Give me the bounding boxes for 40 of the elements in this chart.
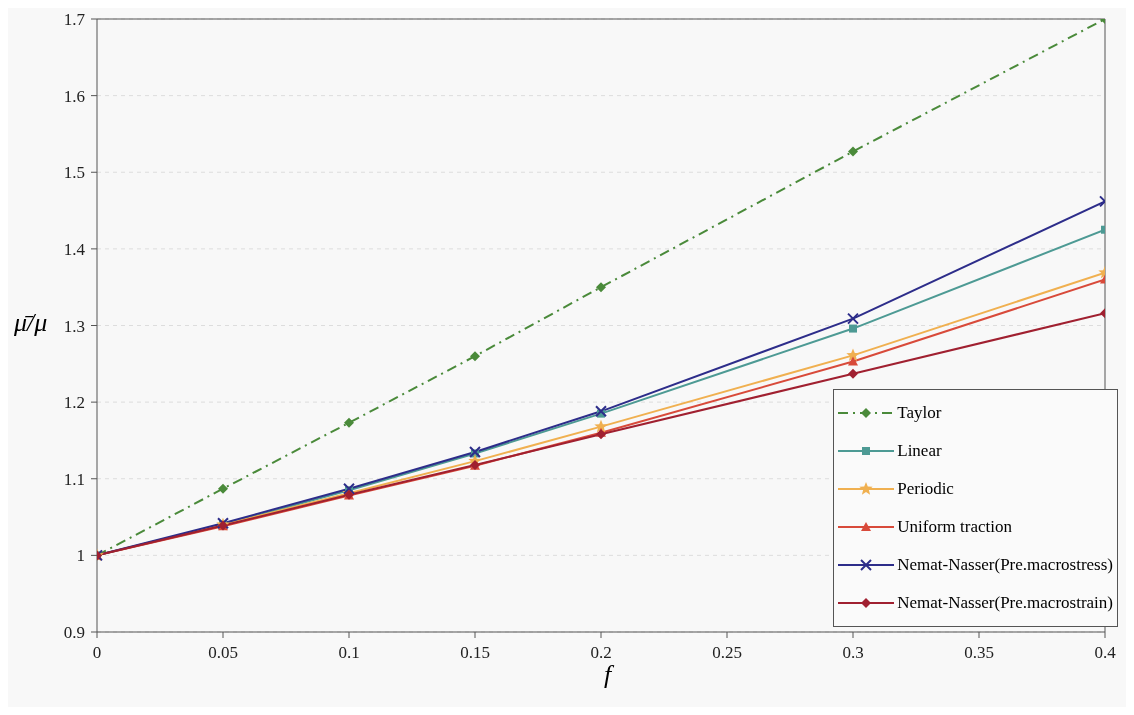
point xyxy=(594,419,608,433)
point xyxy=(848,146,858,157)
point xyxy=(344,417,354,428)
y-tick-label: 1.7 xyxy=(63,10,86,30)
y-tick-label: 1.3 xyxy=(63,316,85,336)
y-axis-title: μ̄/μ xyxy=(13,308,49,338)
x-tick-label: 0.05 xyxy=(208,643,238,663)
x-tick-label: 0.1 xyxy=(338,643,360,663)
point xyxy=(595,405,607,418)
legend-label: Linear xyxy=(897,441,942,461)
y-tick-label: 0.9 xyxy=(63,623,85,643)
x-tick-label: 0.35 xyxy=(964,643,994,663)
point xyxy=(596,282,606,293)
y-tick-label: 1.5 xyxy=(63,163,85,183)
x-tick-label: 0.3 xyxy=(842,643,864,663)
point xyxy=(849,324,857,333)
legend-label: Taylor xyxy=(897,403,942,423)
legend-label: Nemat-Nasser(Pre.macrostrain) xyxy=(897,593,1113,613)
point xyxy=(848,356,858,366)
point xyxy=(343,482,355,495)
y-tick-label: 1.6 xyxy=(63,86,85,106)
y-tick-label: 1 xyxy=(76,546,85,566)
x-tick-label: 0.4 xyxy=(1094,643,1117,663)
y-tick-label: 1.4 xyxy=(63,239,86,259)
legend-label: Periodic xyxy=(897,479,954,499)
point xyxy=(846,348,860,362)
x-tick-label: 0.15 xyxy=(460,643,490,663)
x-tick-label: 0.25 xyxy=(712,643,742,663)
point xyxy=(218,483,228,494)
point xyxy=(470,351,480,362)
legend-label: Uniform traction xyxy=(897,517,1012,537)
point xyxy=(847,312,859,325)
x-tick-label: 0.2 xyxy=(590,643,612,663)
point xyxy=(848,368,858,379)
point xyxy=(469,445,481,458)
legend-label: Nemat-Nasser(Pre.macrostress) xyxy=(897,555,1113,575)
y-tick-label: 1.2 xyxy=(63,393,85,413)
y-tick-label: 1.1 xyxy=(63,469,85,489)
x-tick-label: 0 xyxy=(92,643,102,663)
x-axis-title: f xyxy=(603,660,615,690)
